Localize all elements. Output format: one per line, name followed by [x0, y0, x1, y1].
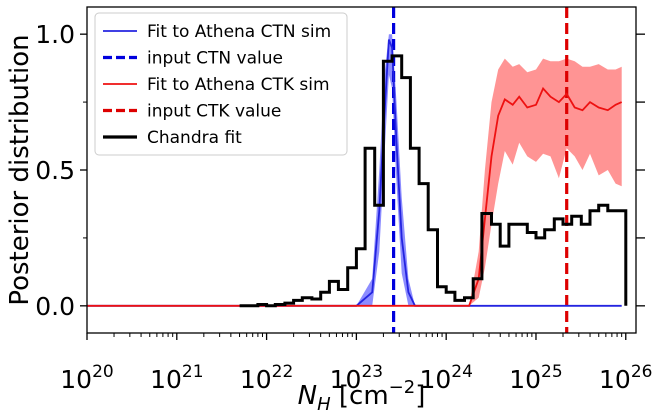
x-tick-label: 1026 — [599, 362, 652, 394]
x-tick-label: 1023 — [330, 362, 383, 394]
ctn_fit-line — [87, 39, 622, 307]
x-tick-label: 1025 — [509, 362, 562, 394]
legend-label-ctk_input: input CTK value — [147, 102, 281, 122]
y-tick-label: 0.0 — [35, 292, 75, 321]
legend-label-ctn_fit: Fit to Athena CTN sim — [147, 22, 331, 42]
chandra-histogram — [239, 54, 628, 308]
y-tick-label: 0.5 — [35, 156, 75, 185]
x-tick-label: 1022 — [240, 362, 293, 394]
legend-box — [94, 12, 348, 156]
x-axis-title: NH [cm−2] — [298, 377, 426, 414]
y-tick-label: 1.0 — [35, 20, 75, 49]
legend: Fit to Athena CTN sim input CTN value Fit … — [94, 12, 348, 156]
legend-label-chandra: Chandra fit — [147, 128, 242, 148]
legend-label-ctk_fit: Fit to Athena CTK sim — [147, 75, 330, 95]
x-tick-label: 1024 — [419, 362, 472, 394]
x-tick-label: 1020 — [60, 362, 113, 394]
uncertainty-bands — [87, 34, 622, 306]
ctk_fit-band — [87, 58, 622, 306]
chandra-fit-step-line — [239, 54, 628, 308]
legend-label-ctn_input: input CTN value — [147, 49, 283, 69]
axes: 1020 1021 1022 1023 1024 1025 1026 0.0 0.5 1.0 NH … — [5, 6, 652, 415]
x-tick-label: 1021 — [150, 362, 203, 394]
y-axis-title: Posterior distribution — [5, 34, 35, 305]
